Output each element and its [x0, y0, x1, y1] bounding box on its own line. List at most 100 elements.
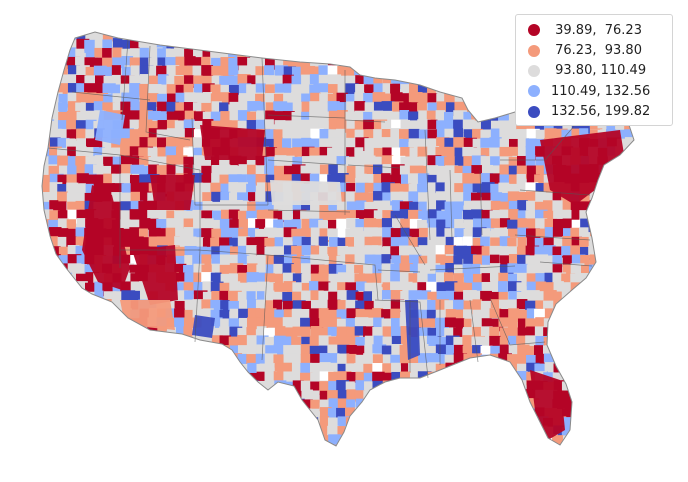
county-cell — [635, 335, 649, 344]
county-cell — [400, 227, 410, 240]
county-cell — [292, 380, 304, 393]
county-cell — [588, 282, 600, 295]
county-cell — [192, 254, 202, 269]
county-cell — [355, 84, 367, 96]
county-cell — [121, 228, 134, 243]
county-cell — [400, 146, 414, 159]
county-cell — [336, 326, 349, 338]
county-cell — [184, 407, 198, 421]
county-cell — [283, 327, 298, 340]
county-cell — [327, 65, 340, 76]
county-cell — [499, 344, 512, 355]
county-cell — [166, 119, 179, 134]
county-cell — [202, 237, 215, 252]
county-cell — [327, 425, 339, 438]
county-cell — [481, 164, 494, 175]
county-cell — [42, 318, 52, 330]
county-cell — [391, 390, 401, 404]
county-cell — [157, 156, 170, 168]
county-cell — [391, 434, 404, 445]
county-cell — [625, 390, 634, 401]
county-cell — [49, 300, 60, 311]
county-cell — [562, 228, 576, 239]
legend-swatch-class-2 — [528, 44, 540, 57]
county-cell — [211, 345, 222, 357]
county-cell — [292, 147, 302, 157]
county-cell — [417, 119, 431, 133]
county-cell — [129, 110, 140, 120]
county-cell — [471, 120, 482, 132]
county-cell — [274, 83, 285, 93]
county-cell — [471, 32, 484, 42]
county-cell — [310, 290, 324, 301]
county-cell — [291, 111, 301, 124]
county-cell — [94, 434, 106, 446]
county-cell — [508, 129, 521, 140]
county-cell — [139, 93, 151, 107]
county-cell — [283, 371, 295, 383]
county-cell — [84, 326, 98, 336]
county-cell — [426, 110, 436, 121]
county-cell — [552, 345, 566, 358]
county-cell — [273, 219, 284, 233]
county-cell — [247, 362, 260, 377]
county-cell — [561, 273, 576, 284]
county-cell — [85, 282, 99, 295]
county-cell — [48, 65, 62, 76]
county-cell — [42, 48, 50, 59]
county-cell — [445, 362, 459, 375]
county-cell — [624, 219, 634, 232]
county-cell — [93, 309, 104, 323]
county-cell — [274, 444, 289, 446]
county-cell — [390, 138, 404, 149]
county-cell — [300, 210, 312, 223]
county-cell — [193, 237, 204, 249]
county-cell — [372, 218, 384, 232]
county-cell — [256, 371, 267, 386]
county-cell — [85, 174, 96, 185]
county-cell — [481, 273, 496, 283]
county-cell — [94, 47, 104, 58]
county-cell — [615, 344, 630, 356]
county-cell — [193, 290, 208, 301]
county-cell — [84, 345, 98, 355]
county-cell — [238, 434, 252, 444]
county-cell — [607, 182, 619, 194]
county-cell — [336, 264, 347, 275]
county-cell — [616, 435, 630, 446]
county-cell — [436, 210, 450, 222]
county-cell — [184, 309, 198, 322]
county-cell — [336, 120, 347, 133]
county-cell — [319, 390, 331, 403]
county-cell — [219, 245, 233, 256]
county-cell — [372, 47, 383, 60]
county-cell — [219, 155, 229, 168]
county-cell — [364, 192, 378, 204]
county-cell — [471, 372, 486, 384]
county-cell — [67, 74, 77, 88]
county-cell — [264, 336, 276, 347]
county-cell — [336, 444, 349, 446]
county-cell — [265, 110, 275, 125]
county-cell — [570, 380, 580, 391]
county-cell — [120, 417, 131, 429]
county-cell — [418, 57, 428, 67]
county-cell — [337, 246, 349, 260]
county-cell — [274, 326, 286, 339]
county-cell — [409, 254, 422, 265]
county-cell — [390, 128, 404, 139]
county-cell — [264, 290, 275, 301]
county-cell — [102, 435, 116, 446]
county-cell — [607, 425, 618, 437]
county-cell — [453, 119, 465, 133]
county-cell — [472, 309, 484, 321]
county-cell — [499, 389, 513, 400]
county-cell — [589, 236, 601, 246]
county-cell — [310, 39, 322, 51]
county-cell — [282, 111, 295, 122]
county-cell — [121, 272, 136, 284]
county-cell — [418, 408, 430, 421]
county-cell — [319, 399, 331, 411]
county-cell — [615, 236, 627, 246]
county-cell — [292, 32, 302, 45]
